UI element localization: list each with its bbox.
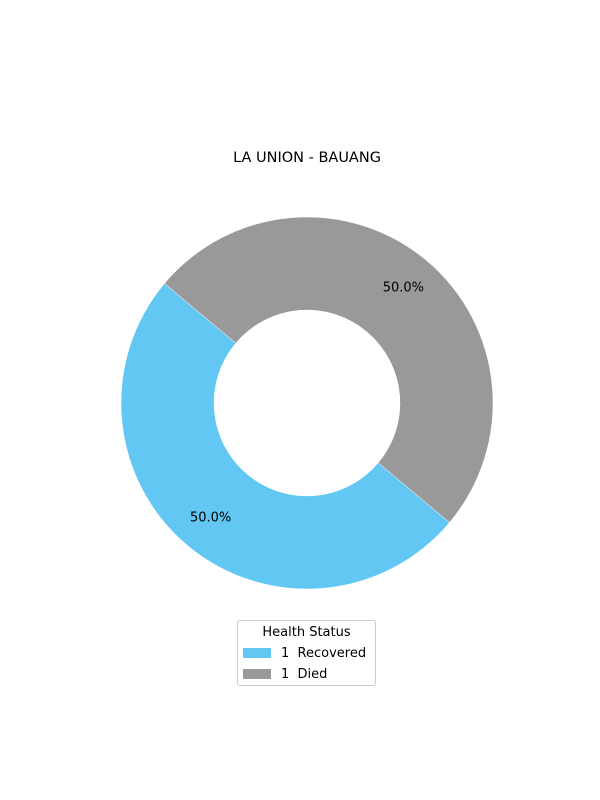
legend-label-died: 1 Died xyxy=(281,667,328,682)
legend-swatch-died xyxy=(243,669,271,679)
legend-item-died: 1 Died xyxy=(243,667,327,683)
donut-slices xyxy=(120,217,494,589)
legend-item-recovered: 1 Recovered xyxy=(243,646,366,662)
legend-label-recovered: 1 Recovered xyxy=(281,646,367,661)
legend-title: Health Status xyxy=(262,625,351,640)
chart-legend: Health Status 1 Recovered 1 Died xyxy=(237,620,376,686)
slice-percent-label-1: 50.0% xyxy=(383,281,424,296)
legend-swatch-recovered xyxy=(243,648,271,658)
donut-slice-1 xyxy=(164,217,494,523)
slice-percent-labels: 50.0% 50.0% xyxy=(190,281,424,526)
chart-title: LA UNION - BAUANG xyxy=(233,150,381,166)
slice-percent-label-0: 50.0% xyxy=(190,510,231,525)
donut-slice-0 xyxy=(120,283,450,589)
